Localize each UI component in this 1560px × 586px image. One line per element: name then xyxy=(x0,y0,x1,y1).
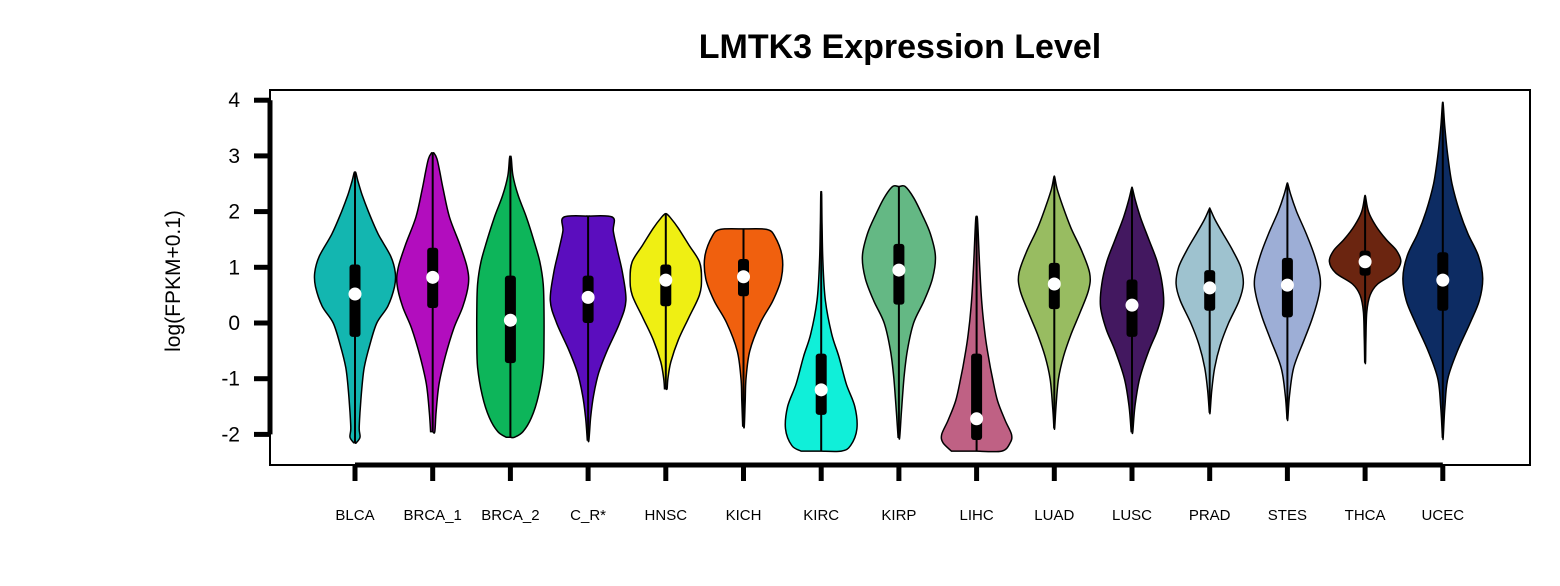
violin-kich xyxy=(703,227,784,429)
y-tick-label: 0 xyxy=(228,312,240,335)
x-tick-label-stes: STES xyxy=(1268,507,1307,524)
violin-lihc xyxy=(940,215,1013,453)
median-point xyxy=(348,287,362,301)
x-tick-label-kirp: KIRP xyxy=(881,507,916,524)
x-tick-label-ucec: UCEC xyxy=(1422,507,1465,524)
x-tick-label-luad: LUAD xyxy=(1034,507,1074,524)
median-point xyxy=(503,313,517,327)
median-point xyxy=(1203,281,1217,295)
median-point xyxy=(1358,255,1372,269)
x-tick-label-brca-1: BRCA_1 xyxy=(404,507,462,524)
x-tick-label-brca-2: BRCA_2 xyxy=(481,507,539,524)
median-point xyxy=(581,290,595,304)
violin-luad xyxy=(1017,175,1092,430)
y-tick-label: -1 xyxy=(221,368,240,391)
violin-kirp xyxy=(861,184,937,440)
y-tick-label: 2 xyxy=(228,201,240,224)
violin-lusc xyxy=(1099,186,1165,435)
x-tick-label-thca: THCA xyxy=(1345,507,1386,524)
median-point xyxy=(1436,273,1450,287)
violin-brca-2 xyxy=(475,155,545,439)
iqr-box xyxy=(971,353,983,440)
median-point xyxy=(892,263,906,277)
y-tick-label: 3 xyxy=(228,145,240,168)
y-tick-label: 4 xyxy=(228,89,240,112)
median-point xyxy=(1125,298,1139,312)
x-axis: BLCA BRCA_1 BRCA_2 C_R* HNSC KICH KIRC KIRP LIHC… xyxy=(335,462,1465,524)
x-tick-label-hnsc: HNSC xyxy=(645,507,688,524)
violin-thca xyxy=(1328,194,1402,365)
x-tick-label-lusc: LUSC xyxy=(1112,507,1152,524)
x-tick-label-kirc: KIRC xyxy=(803,507,839,524)
violin-layer xyxy=(313,101,1484,453)
y-axis-label: log(FPKM+0.1) xyxy=(162,210,185,352)
median-point xyxy=(970,412,984,426)
violin-c-r xyxy=(549,215,627,443)
x-tick-label-lihc: LIHC xyxy=(960,507,994,524)
y-tick-label: -2 xyxy=(221,423,240,446)
violin-kirc xyxy=(784,190,858,453)
violin-brca-1 xyxy=(395,151,470,434)
violin-stes xyxy=(1253,182,1322,422)
y-axis: -2 -1 0 1 2 3 4 xyxy=(221,89,273,446)
median-point xyxy=(426,270,440,284)
x-tick-label-c-r: C_R* xyxy=(570,507,606,524)
median-point xyxy=(737,270,750,284)
iqr-box xyxy=(349,264,361,337)
violin-prad xyxy=(1175,207,1245,415)
violin-blca xyxy=(313,171,397,444)
violin-hnsc xyxy=(629,212,703,391)
violin-ucec xyxy=(1402,101,1484,441)
chart-title: LMTK3 Expression Level xyxy=(699,28,1101,66)
y-tick-label: 1 xyxy=(228,256,240,279)
median-point xyxy=(1280,278,1294,292)
x-tick-label-kich: KICH xyxy=(726,507,762,524)
median-point xyxy=(814,383,828,397)
x-tick-label-blca: BLCA xyxy=(335,507,374,524)
median-point xyxy=(659,273,673,287)
median-point xyxy=(1047,277,1061,291)
x-tick-label-prad: PRAD xyxy=(1189,507,1231,524)
